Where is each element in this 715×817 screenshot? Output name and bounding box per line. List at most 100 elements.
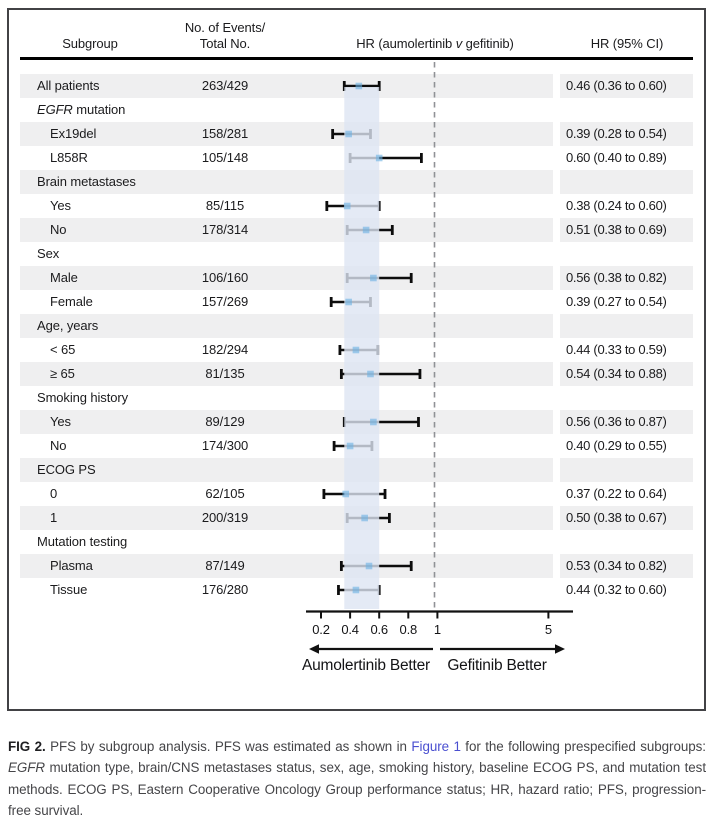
subgroup-group-label: Age, years — [37, 318, 99, 333]
caption-text: PFS by subgroup analysis. PFS was estima… — [50, 739, 412, 754]
subgroup-label: 0 — [50, 486, 58, 501]
plot-header-versus: v — [455, 36, 463, 51]
events-total-value: 200/319 — [201, 510, 249, 525]
figure-1-link[interactable]: Figure 1 — [411, 739, 461, 754]
plot-header-prefix: HR (aumolertinib — [356, 36, 456, 51]
row-stripe-left — [20, 122, 553, 146]
table-row: 1 200/319 0.50 (0.38 to 0.67) — [9, 506, 700, 530]
subgroup-label: Tissue — [50, 582, 88, 597]
caption-text: for the following prespecified subgroups… — [460, 739, 706, 754]
subgroup-group-label: EGFR mutation — [37, 102, 126, 117]
right-arrow-label: Gefitinib Better — [447, 657, 547, 674]
caption-text: EGFR — [8, 760, 45, 776]
hr-ci-value: 0.60 (0.40 to 0.89) — [566, 150, 667, 165]
left-arrow-label: Aumolertinib Better — [301, 657, 430, 674]
subgroup-label: No — [50, 438, 67, 453]
table-row: Age, years — [9, 314, 700, 338]
row-stripe-right — [560, 410, 693, 434]
subgroup-label: All patients — [37, 78, 100, 93]
axis-tick-label: 0.8 — [399, 622, 418, 637]
subgroup-label: Ex19del — [50, 126, 97, 141]
row-stripe-right — [560, 314, 693, 338]
row-stripe-left — [20, 218, 553, 242]
subgroup-group-label: Brain metastases — [37, 174, 136, 189]
table-row: Sex — [9, 242, 700, 266]
hr-ci-value: 0.40 (0.29 to 0.55) — [566, 438, 667, 453]
row-stripe-left — [20, 74, 553, 98]
events-total-value: 87/149 — [205, 558, 245, 573]
row-stripe-right — [560, 266, 693, 290]
subgroup-label: Plasma — [50, 558, 93, 573]
axis-tick-label: 1 — [433, 622, 441, 637]
row-stripe-left — [20, 554, 553, 578]
subgroup-group-label: Sex — [37, 246, 60, 261]
events-total-value: 106/160 — [201, 270, 249, 285]
row-stripe-right — [560, 506, 693, 530]
column-header-hr-ci: HR (95% CI) — [590, 36, 664, 51]
row-stripe-left — [20, 314, 553, 338]
events-total-value: 178/314 — [201, 222, 249, 237]
axis-tick-label: 0.6 — [370, 622, 388, 637]
row-stripe-right — [560, 362, 693, 386]
events-total-value: 62/105 — [205, 486, 245, 501]
row-stripe-right — [560, 554, 693, 578]
row-stripe-left — [20, 458, 553, 482]
hr-ci-value: 0.50 (0.38 to 0.67) — [566, 510, 667, 525]
column-header-events-line1: No. of Events/ — [184, 20, 266, 35]
events-total-value: 157/269 — [201, 294, 249, 309]
row-stripe-left — [20, 410, 553, 434]
subgroup-group-label: Smoking history — [37, 390, 128, 405]
row-stripe-right — [560, 458, 693, 482]
hr-ci-value: 0.56 (0.38 to 0.82) — [566, 270, 667, 285]
column-header-plot: HR (aumolertinib v gefitinib) — [325, 36, 545, 52]
subgroup-label: No — [50, 222, 67, 237]
row-stripe-left — [20, 506, 553, 530]
column-header-events-line2: Total No. — [199, 36, 251, 51]
figure-caption: FIG 2. PFS by subgroup analysis. PFS was… — [8, 736, 706, 817]
events-total-value: 174/300 — [201, 438, 249, 453]
hr-ci-value: 0.54 (0.34 to 0.88) — [566, 366, 667, 381]
hr-ci-value: 0.39 (0.27 to 0.54) — [566, 294, 667, 309]
events-total-value: 158/281 — [201, 126, 249, 141]
events-total-value: 81/135 — [205, 366, 245, 381]
row-stripe-right — [560, 170, 693, 194]
subgroup-label: ≥ 65 — [50, 366, 75, 381]
row-stripe-right — [560, 122, 693, 146]
hr-ci-value: 0.44 (0.32 to 0.60) — [566, 582, 667, 597]
table-row: Tissue 176/280 0.44 (0.32 to 0.60) — [9, 578, 700, 602]
table-row: Brain metastases — [9, 170, 700, 194]
table-row: Yes 85/115 0.38 (0.24 to 0.60) — [9, 194, 700, 218]
table-row: Yes 89/129 0.56 (0.36 to 0.87) — [9, 410, 700, 434]
arrow-left-head — [309, 644, 319, 654]
subgroup-label: < 65 — [50, 342, 76, 357]
hr-ci-value: 0.39 (0.28 to 0.54) — [566, 126, 667, 141]
table-row: No 178/314 0.51 (0.38 to 0.69) — [9, 218, 700, 242]
table-row: No 174/300 0.40 (0.29 to 0.55) — [9, 434, 700, 458]
subgroup-label-italic: EGFR — [37, 102, 73, 117]
header-rule — [20, 57, 693, 60]
hr-ci-value: 0.46 (0.36 to 0.60) — [566, 78, 667, 93]
table-row: Smoking history — [9, 386, 700, 410]
hr-ci-value: 0.38 (0.24 to 0.60) — [566, 198, 667, 213]
table-row: 0 62/105 0.37 (0.22 to 0.64) — [9, 482, 700, 506]
events-total-value: 263/429 — [201, 78, 249, 93]
forest-plot-figure: Subgroup No. of Events/ Total No. HR (au… — [7, 8, 706, 711]
axis-tick-label: 0.4 — [341, 622, 359, 637]
subgroup-label: Female — [50, 294, 93, 309]
table-row: Ex19del 158/281 0.39 (0.28 to 0.54) — [9, 122, 700, 146]
events-total-value: 89/129 — [205, 414, 245, 429]
row-stripe-right — [560, 74, 693, 98]
subgroup-label: 1 — [50, 510, 58, 525]
hr-ci-value: 0.37 (0.22 to 0.64) — [566, 486, 667, 501]
row-stripe-left — [20, 266, 553, 290]
table-row: Mutation testing — [9, 530, 700, 554]
caption-figure-number: FIG 2. — [8, 739, 51, 754]
hr-ci-value: 0.56 (0.36 to 0.87) — [566, 414, 667, 429]
subgroup-label: L858R — [50, 150, 88, 165]
subgroup-group-label: Mutation testing — [37, 534, 128, 549]
plot-header-suffix: gefitinib) — [462, 36, 514, 51]
table-row: Male 106/160 0.56 (0.38 to 0.82) — [9, 266, 700, 290]
subgroup-group-label: ECOG PS — [37, 462, 96, 477]
table-row: Female 157/269 0.39 (0.27 to 0.54) — [9, 290, 700, 314]
